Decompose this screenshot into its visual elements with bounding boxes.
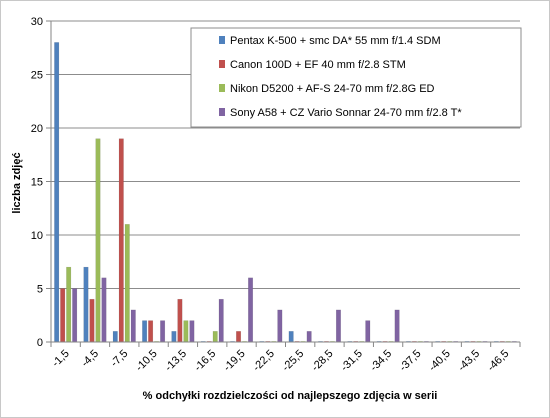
x-tick-label: -34,5: [368, 348, 394, 374]
legend-box: [190, 27, 522, 128]
y-axis-label: liczba zdjęć: [11, 152, 23, 213]
y-tick-label: 30: [31, 16, 43, 28]
legend-label: Canon 100D + EF 40 mm f/2.8 STM: [230, 59, 406, 71]
x-tick-label: -28,5: [309, 348, 335, 374]
bar: [118, 138, 124, 343]
x-tick-label: -10,5: [133, 348, 159, 374]
bar: [101, 277, 107, 343]
x-tick-label: -13,5: [163, 348, 189, 374]
y-axis-ticks: 0 5 10 15 20 25 30: [31, 16, 51, 349]
x-tick-label: -4,5: [79, 348, 101, 370]
bars: [54, 42, 517, 343]
bar: [171, 331, 177, 343]
bar: [394, 309, 400, 343]
legend: Pentax K-500 + smc DA* 55 mm f/1.4 SDM Ca…: [190, 27, 522, 128]
bar: [160, 320, 166, 343]
x-axis-ticks: -1,5 -4,5 -7,5 -10,5 -13,5 -16,5 -19,5 -22,5 -25…: [50, 342, 521, 374]
bar: [288, 331, 294, 343]
bar: [306, 331, 312, 343]
bar: [218, 298, 224, 343]
bar: [148, 320, 154, 343]
bar: [277, 309, 283, 343]
bar: [89, 298, 95, 343]
bar: [236, 331, 242, 343]
bar: [112, 331, 118, 343]
bar: [183, 320, 189, 343]
x-tick-label: -19,5: [221, 348, 247, 374]
bar: [189, 320, 195, 343]
legend-label: Pentax K-500 + smc DA* 55 mm f/1.4 SDM: [230, 35, 441, 47]
x-axis-label: % odchyłki rozdzielczości od najlepszego…: [143, 390, 438, 402]
bar: [124, 224, 130, 343]
legend-swatch: [219, 108, 225, 116]
x-tick-label: -22,5: [251, 348, 277, 374]
y-tick-label: 0: [37, 337, 43, 349]
bar: [95, 138, 101, 343]
x-tick-label: -25,5: [280, 348, 306, 374]
bar: [66, 266, 72, 343]
legend-swatch: [219, 36, 225, 44]
x-tick-label: -7,5: [109, 348, 131, 370]
bar: [248, 277, 254, 343]
bar: [60, 288, 66, 343]
x-tick-label: -46,5: [485, 348, 511, 374]
y-tick-label: 10: [31, 230, 43, 242]
bar: [54, 42, 60, 343]
x-tick-label: -31,5: [339, 348, 365, 374]
legend-swatch: [219, 60, 225, 68]
bar: [83, 266, 89, 343]
bar: [335, 309, 341, 343]
y-tick-label: 20: [31, 123, 43, 135]
x-tick-label: -1,5: [50, 348, 72, 370]
bar: [212, 331, 218, 343]
legend-label: Nikon D5200 + AF-S 24-70 mm f/2.8G ED: [230, 83, 435, 95]
x-tick-label: -40,5: [427, 348, 453, 374]
x-tick-label: -16,5: [192, 348, 218, 374]
bar: [130, 309, 136, 343]
legend-label: Sony A58 + CZ Vario Sonnar 24-70 mm f/2.…: [230, 107, 462, 119]
y-tick-label: 15: [31, 177, 43, 189]
y-tick-label: 5: [37, 284, 43, 296]
bar: [177, 298, 183, 343]
x-tick-label: -43,5: [456, 348, 482, 374]
bar: [72, 288, 78, 343]
y-tick-label: 25: [31, 70, 43, 82]
bar: [365, 320, 371, 343]
bar: [142, 320, 148, 343]
x-tick-label: -37,5: [397, 348, 423, 374]
legend-swatch: [219, 84, 225, 92]
